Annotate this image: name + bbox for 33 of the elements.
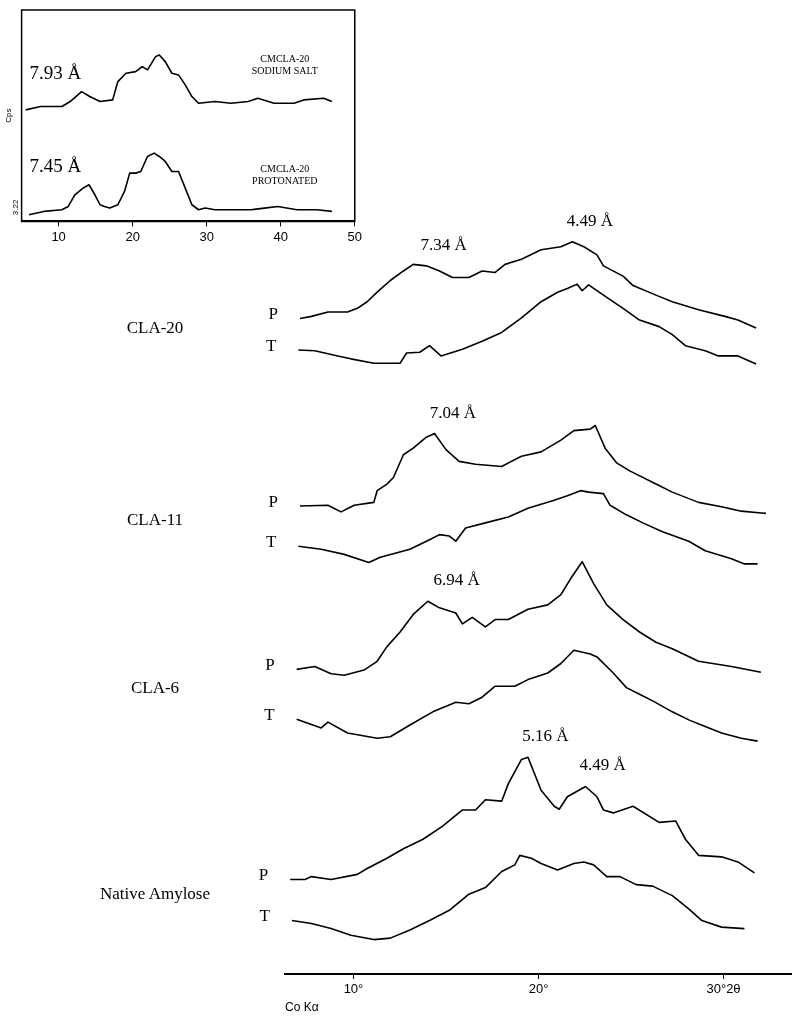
text: CMCLA-20 SODIUM SALT bbox=[251, 53, 318, 77]
annotation: 7.04 Å bbox=[429, 402, 477, 422]
x-tick-label: 40 bbox=[273, 228, 288, 244]
text: CLA-20 bbox=[126, 317, 184, 337]
text: 3.22 bbox=[10, 199, 20, 216]
annotation: 7.45 Å bbox=[29, 155, 82, 177]
series-label: P bbox=[265, 654, 275, 674]
series-label: P bbox=[268, 491, 278, 511]
series-label: P bbox=[258, 865, 269, 884]
text: Native Amylose bbox=[99, 883, 211, 903]
series-label: P bbox=[268, 304, 278, 324]
x-tick-label: 30°2θ bbox=[706, 981, 741, 997]
x-tick-label: 20° bbox=[528, 981, 549, 997]
series-label: T bbox=[265, 335, 277, 355]
x-tick-label: 10° bbox=[343, 981, 364, 997]
x-tick-label: 50 bbox=[347, 228, 362, 244]
annotation: 7.93 Å bbox=[29, 62, 82, 84]
y-axis-title: Cps bbox=[4, 108, 13, 123]
series-label: T bbox=[259, 906, 271, 926]
annotation: 4.49 Å bbox=[566, 210, 614, 230]
annotation: 5.16 Å bbox=[522, 726, 570, 746]
x-axis-title: Co Kα bbox=[285, 1000, 319, 1015]
x-tick-label: 30 bbox=[199, 228, 214, 244]
series-label: T bbox=[265, 531, 277, 551]
text: CMCLA-20 PROTONATED bbox=[252, 163, 318, 187]
x-tick-label: 20 bbox=[125, 228, 140, 244]
text: CLA-11 bbox=[126, 509, 184, 529]
text: CLA-6 bbox=[130, 677, 180, 697]
annotation: 6.94 Å bbox=[433, 570, 481, 590]
series-label: T bbox=[264, 704, 276, 724]
annotation: 4.49 Å bbox=[579, 755, 627, 775]
x-tick-label: 10 bbox=[51, 228, 66, 244]
annotation: 7.34 Å bbox=[420, 234, 468, 254]
